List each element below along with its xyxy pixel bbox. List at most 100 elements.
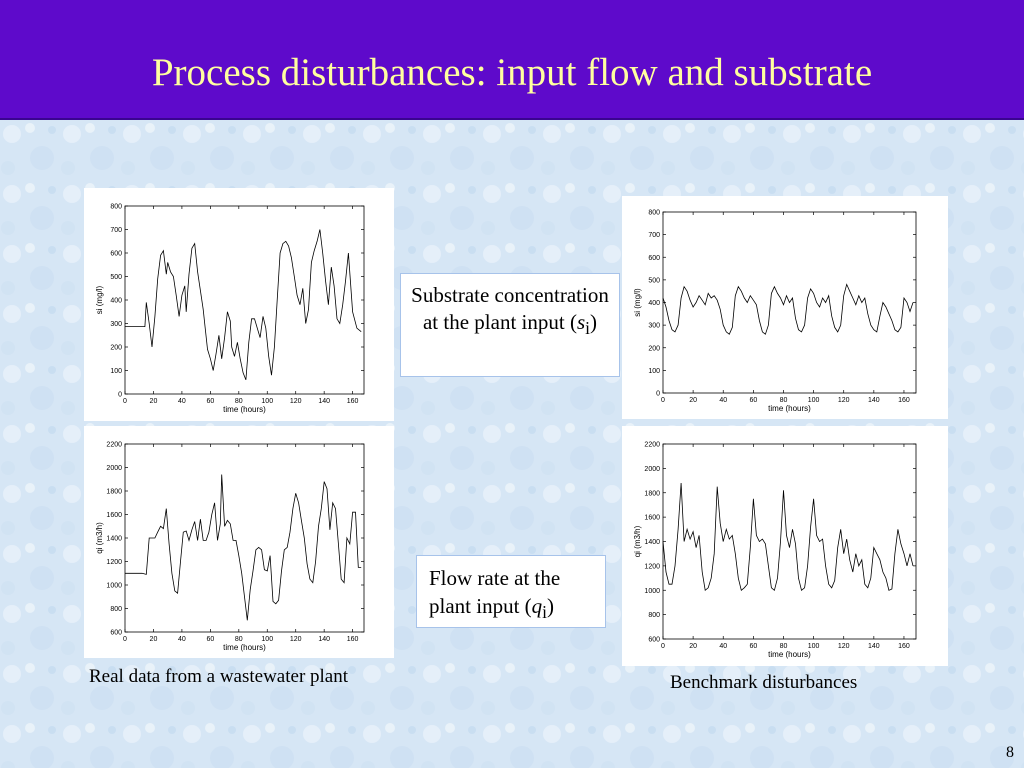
- y-tick-label: 500: [110, 274, 122, 281]
- x-tick-label: 0: [661, 643, 665, 650]
- substrate-close-paren: ): [590, 310, 598, 334]
- y-axis-label: qi (m3/h): [95, 522, 104, 554]
- x-tick-label: 40: [178, 636, 186, 643]
- y-tick-label: 100: [110, 368, 122, 375]
- y-tick-label: 1000: [644, 588, 660, 595]
- x-tick-label: 100: [261, 636, 273, 643]
- y-tick-label: 600: [648, 255, 660, 262]
- x-tick-label: 0: [123, 398, 127, 405]
- y-axis-label: si (mg/l): [95, 285, 104, 314]
- y-tick-label: 800: [110, 606, 122, 613]
- y-tick-label: 0: [118, 392, 122, 399]
- y-tick-label: 1800: [644, 490, 660, 497]
- chart-real-flow: 0 20 40 60 80 100 120 140 160 600 800 1000 1200 1400 1…: [84, 426, 394, 658]
- slide-title: Process disturbances: input flow and sub…: [151, 51, 873, 94]
- y-tick-label: 1800: [106, 489, 122, 496]
- x-tick-label: 40: [719, 643, 727, 650]
- series-line: [662, 482, 914, 592]
- chart-real-flow-svg: 0 20 40 60 80 100 120 140 160 600 800 1000 1200 1400 1…: [95, 442, 365, 652]
- y-tick-label: 600: [648, 637, 660, 644]
- y-tick-label: 2200: [644, 442, 660, 449]
- x-tick-label: 20: [689, 397, 697, 404]
- y-tick-label: 1600: [644, 515, 660, 522]
- x-tick-label: 80: [780, 643, 788, 650]
- x-tick-label: 80: [235, 398, 243, 405]
- x-tick-label: 120: [838, 397, 850, 404]
- x-axis-label: time (hours): [223, 643, 266, 652]
- flow-annotation-text: Flow rate at the plant input (: [429, 566, 561, 618]
- caption-real-data: Real data from a wastewater plant: [89, 666, 349, 687]
- series-line: [662, 283, 914, 335]
- x-tick-label: 160: [898, 397, 910, 404]
- flow-variable: q: [531, 594, 543, 618]
- y-axis-label: si (mg/l): [633, 288, 642, 317]
- substrate-annotation: Substrate concentration at the plant inp…: [400, 273, 620, 377]
- x-tick-label: 60: [749, 643, 757, 650]
- y-tick-label: 1600: [106, 512, 122, 519]
- y-tick-label: 1400: [644, 539, 660, 546]
- y-tick-label: 1400: [106, 536, 122, 543]
- y-tick-label: 200: [110, 345, 122, 352]
- x-tick-label: 100: [808, 397, 820, 404]
- series-line: [125, 474, 362, 621]
- x-tick-label: 20: [150, 636, 158, 643]
- x-axis-label: time (hours): [768, 650, 811, 659]
- flow-annotation: Flow rate at the plant input (qi): [416, 555, 606, 628]
- x-tick-label: 40: [719, 397, 727, 404]
- x-tick-label: 120: [290, 636, 302, 643]
- y-tick-label: 600: [110, 630, 122, 637]
- chart-benchmark-substrate-svg: 0 20 40 60 80 100 120 140 160 0 100 200 300 400 500 600…: [633, 210, 917, 413]
- x-tick-label: 100: [261, 398, 273, 405]
- x-tick-label: 80: [235, 636, 243, 643]
- x-tick-label: 100: [808, 643, 820, 650]
- chart-real-substrate: 0 20 40 60 80 100 120 140 160 0 100 200 300 400 500 600…: [84, 188, 394, 421]
- x-tick-label: 0: [123, 636, 127, 643]
- y-tick-label: 700: [648, 232, 660, 239]
- x-tick-label: 140: [318, 636, 330, 643]
- plot-frame: [124, 443, 365, 633]
- y-tick-label: 400: [110, 298, 122, 305]
- x-tick-label: 20: [150, 398, 158, 405]
- x-tick-label: 140: [868, 643, 880, 650]
- y-tick-label: 200: [648, 345, 660, 352]
- substrate-variable: s: [576, 310, 586, 334]
- y-tick-label: 500: [648, 277, 660, 284]
- y-tick-label: 1000: [106, 583, 122, 590]
- y-tick-label: 300: [648, 323, 660, 330]
- x-tick-label: 20: [689, 643, 697, 650]
- x-tick-label: 60: [749, 397, 757, 404]
- y-tick-label: 2200: [106, 442, 122, 449]
- y-tick-label: 0: [656, 391, 660, 398]
- series-line: [125, 229, 362, 381]
- chart-benchmark-substrate: 0 20 40 60 80 100 120 140 160 0 100 200 300 400 500 600…: [622, 196, 948, 419]
- x-axis-label: time (hours): [223, 405, 266, 414]
- chart-real-substrate-svg: 0 20 40 60 80 100 120 140 160 0 100 200 300 400 500 600…: [95, 204, 365, 414]
- x-tick-label: 60: [206, 636, 214, 643]
- substrate-annotation-text: Substrate concentration at the plant inp…: [411, 283, 609, 334]
- x-tick-label: 140: [868, 397, 880, 404]
- flow-close-paren: ): [547, 594, 555, 618]
- caption-benchmark: Benchmark disturbances: [670, 672, 858, 693]
- y-tick-label: 400: [648, 300, 660, 307]
- y-tick-label: 700: [110, 227, 122, 234]
- chart-benchmark-flow-svg: 0 20 40 60 80 100 120 140 160 600 800 1000 1200 1400 1…: [633, 442, 917, 659]
- x-tick-label: 140: [318, 398, 330, 405]
- page-number: 8: [1006, 744, 1014, 761]
- substrate-subscript: i: [585, 318, 591, 339]
- flow-subscript: i: [542, 602, 548, 623]
- y-tick-label: 2000: [644, 466, 660, 473]
- y-tick-label: 800: [110, 204, 122, 211]
- x-tick-label: 160: [898, 643, 910, 650]
- x-tick-label: 160: [347, 636, 359, 643]
- x-axis-label: time (hours): [768, 404, 811, 413]
- x-tick-label: 40: [178, 398, 186, 405]
- y-tick-label: 2000: [106, 465, 122, 472]
- plot-frame: [662, 443, 917, 640]
- x-tick-label: 120: [290, 398, 302, 405]
- y-tick-label: 100: [648, 368, 660, 375]
- chart-benchmark-flow: 0 20 40 60 80 100 120 140 160 600 800 1000 1200 1400 1…: [622, 426, 948, 666]
- y-tick-label: 600: [110, 251, 122, 258]
- title-bar: [0, 0, 1024, 120]
- x-tick-label: 0: [661, 397, 665, 404]
- y-tick-label: 1200: [106, 559, 122, 566]
